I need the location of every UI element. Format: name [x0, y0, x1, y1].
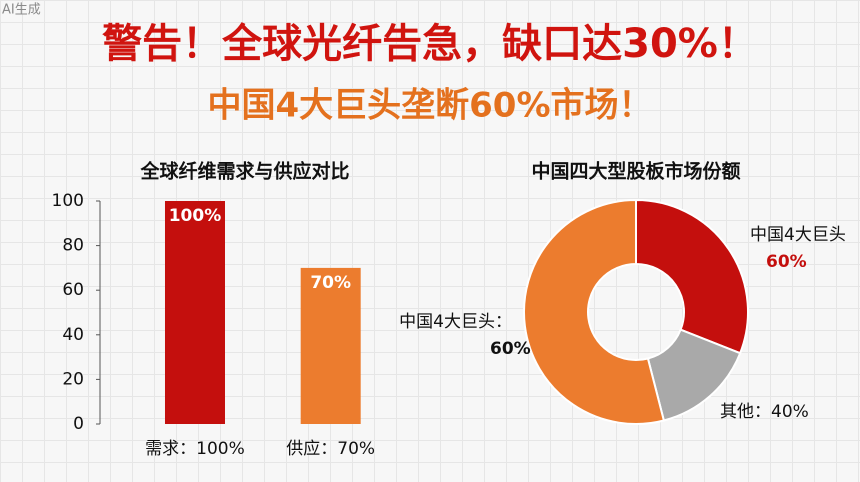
bar [164, 201, 225, 424]
bar [300, 267, 361, 424]
watermark: AI生成 [2, 3, 41, 18]
donut-chart-title: 中国四大型股板市场份额 [531, 160, 740, 183]
slice-label: 其他：40% [720, 402, 809, 422]
slice-label: 60% [766, 252, 807, 272]
donut-slice [523, 198, 666, 425]
value-label: 100% [169, 206, 222, 226]
y-tick-label: 100 [52, 191, 84, 211]
slice-label: 中国4大巨头 [750, 225, 846, 245]
subtitle: 中国4大巨头垄断60%市场！ [207, 86, 652, 126]
y-tick-label: 40 [62, 325, 84, 345]
x-tick-label: 需求：100% [145, 439, 245, 459]
y-tick-label: 80 [62, 236, 84, 256]
y-tick-label: 60 [62, 280, 84, 300]
donut-slice [635, 198, 749, 355]
y-tick-label: 20 [62, 369, 84, 389]
value-label: 70% [310, 273, 351, 293]
x-tick-label: 供应：70% [286, 439, 375, 459]
main-title: 警告！全球光纤告急，缺口达30%！ [102, 21, 758, 67]
bar-chart-title: 全球纤维需求与供应对比 [139, 160, 349, 183]
y-tick-label: 0 [73, 414, 84, 434]
slice-label: 60% [490, 339, 531, 359]
slice-label: 中国4大巨头： [399, 312, 512, 332]
